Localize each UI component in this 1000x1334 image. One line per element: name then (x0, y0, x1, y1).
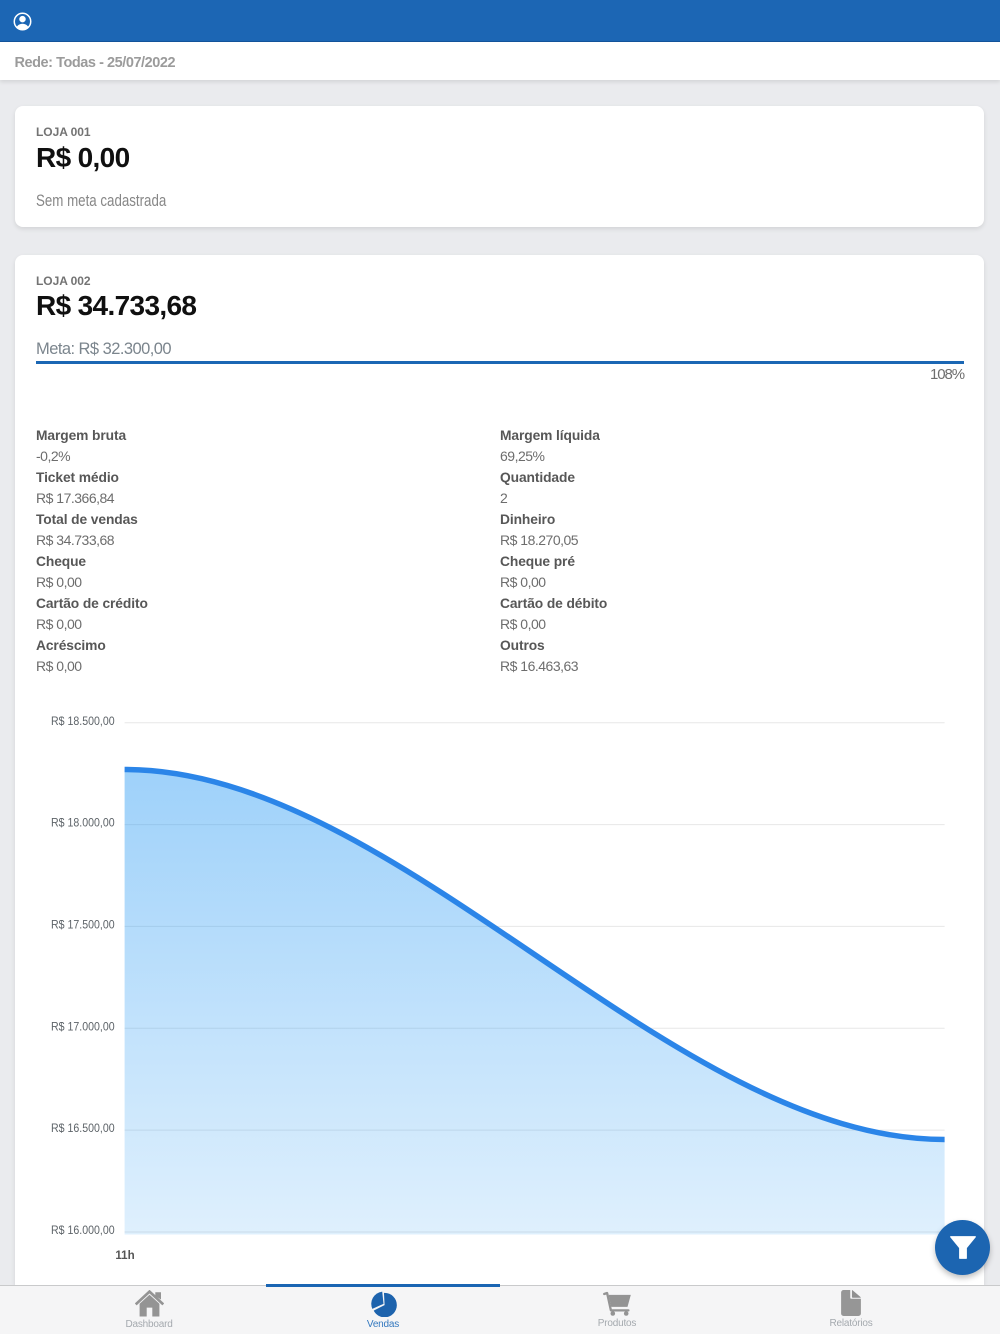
svg-text:R$ 18.500,00: R$ 18.500,00 (51, 715, 115, 728)
svg-text:R$ 16.500,00: R$ 16.500,00 (51, 1122, 115, 1135)
svg-text:R$ 17.000,00: R$ 17.000,00 (51, 1020, 115, 1033)
svg-text:R$ 18.000,00: R$ 18.000,00 (51, 817, 115, 830)
svg-text:R$ 17.500,00: R$ 17.500,00 (51, 919, 115, 932)
svg-text:R$ 16.000,00: R$ 16.000,00 (51, 1224, 115, 1237)
svg-text:11h: 11h (115, 1249, 134, 1262)
